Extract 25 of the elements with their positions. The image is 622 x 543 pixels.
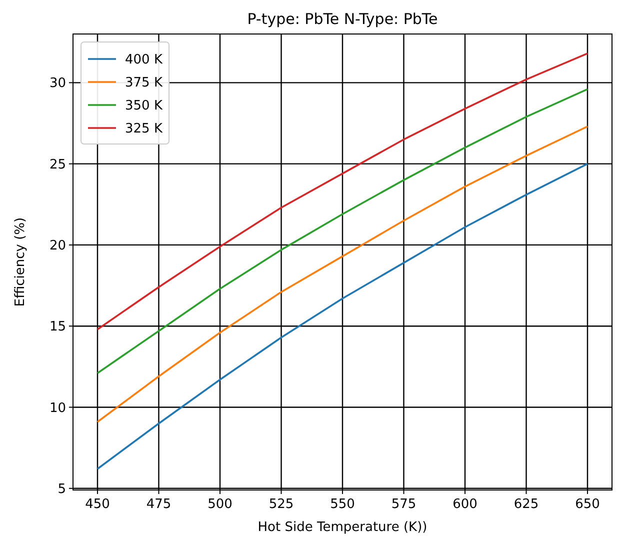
line-series (96, 88, 588, 374)
legend-label: 325 K (125, 122, 163, 137)
x-tick-label: 525 (268, 497, 294, 512)
line-series (96, 52, 588, 330)
x-tick-label: 500 (208, 497, 232, 512)
y-axis-title: Efficiency (%) (13, 217, 28, 307)
x-axis-title: Hot Side Temperature (K)) (258, 520, 428, 535)
y-tick-label: 30 (49, 76, 66, 92)
y-tick-label: 20 (49, 238, 66, 254)
y-tick-label: 15 (49, 320, 66, 335)
x-tick-label: 450 (85, 497, 110, 512)
y-tick-label: 5 (58, 482, 66, 497)
y-tick-label: 10 (49, 400, 66, 416)
x-tick-label: 575 (391, 497, 416, 512)
legend-label: 350 K (125, 98, 163, 114)
x-tick-label: 625 (514, 497, 539, 512)
legend-label: 400 K (125, 52, 163, 68)
line-series (96, 162, 588, 470)
x-tick-label: 550 (330, 497, 355, 512)
legend-label: 375 K (125, 76, 163, 91)
x-tick-label: 600 (452, 497, 478, 512)
x-tick-label: 650 (575, 497, 600, 512)
x-tick-label: 475 (146, 497, 172, 512)
chart-title: P-type: PbTe N-Type: PbTe (247, 10, 438, 28)
y-tick-label: 25 (49, 157, 66, 172)
